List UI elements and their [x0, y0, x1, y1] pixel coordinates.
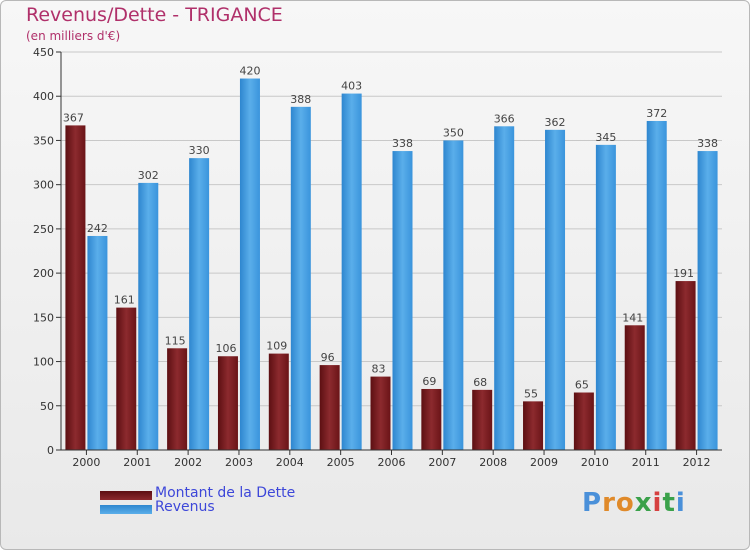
x-tick-label: 2006: [378, 456, 406, 469]
x-tick-label: 2011: [632, 456, 660, 469]
data-label-debt: 96: [321, 351, 335, 364]
bar-revenue: [595, 144, 616, 450]
data-label-debt: 83: [372, 363, 386, 376]
data-label-revenue: 372: [646, 107, 667, 120]
bar-debt: [523, 401, 544, 450]
axes: [56, 51, 722, 455]
x-tick-label: 2004: [276, 456, 304, 469]
bar-debt: [268, 353, 289, 450]
legend-label-revenue: Revenus: [155, 499, 215, 515]
chart-title: Revenus/Dette - TRIGANCE: [26, 4, 283, 26]
x-tick-label: 2012: [683, 456, 711, 469]
y-tick-label: 100: [33, 356, 54, 369]
data-label-debt: 191: [673, 267, 694, 280]
data-label-debt: 55: [524, 387, 538, 400]
logo-letter: o: [615, 488, 635, 518]
legend-label-debt: Montant de la Dette: [155, 485, 296, 501]
data-label-debt: 367: [63, 111, 84, 124]
y-tick-label: 300: [33, 179, 54, 192]
y-tick-label: 400: [33, 90, 54, 103]
bar-debt: [421, 388, 442, 450]
bar-debt: [675, 281, 696, 450]
bar-revenue: [443, 140, 464, 450]
logo-letter: P: [582, 488, 603, 518]
bar-debt: [370, 376, 391, 450]
bar-revenue: [545, 129, 566, 450]
y-tick-label: 350: [33, 134, 54, 147]
bar-debt: [116, 307, 137, 450]
bar-debt: [319, 365, 340, 450]
bar-revenue: [189, 158, 210, 450]
data-label-debt: 106: [215, 342, 236, 355]
bar-revenue: [87, 235, 108, 450]
data-label-revenue: 420: [239, 65, 260, 78]
data-label-revenue: 366: [494, 112, 515, 125]
x-tick-label: 2007: [428, 456, 456, 469]
bar-debt: [217, 356, 238, 450]
data-label-revenue: 388: [290, 93, 311, 106]
y-tick-label: 150: [33, 311, 54, 324]
data-label-revenue: 345: [595, 131, 616, 144]
legend-swatch-revenue: [100, 505, 152, 514]
bars: [65, 78, 718, 451]
bar-revenue: [239, 78, 260, 451]
bar-revenue: [290, 106, 311, 450]
data-label-debt: 109: [266, 340, 287, 353]
x-tick-label: 2010: [581, 456, 609, 469]
x-tick-label: 2009: [530, 456, 558, 469]
data-label-revenue: 403: [341, 80, 362, 93]
bar-debt: [472, 389, 493, 450]
data-label-debt: 69: [422, 375, 436, 388]
data-label-revenue: 338: [697, 137, 718, 150]
bar-revenue: [697, 151, 718, 450]
bar-debt: [624, 325, 645, 450]
x-tick-label: 2005: [327, 456, 355, 469]
data-label-debt: 65: [575, 379, 589, 392]
data-label-revenue: 338: [392, 137, 413, 150]
logo-letter: r: [602, 488, 616, 518]
proxiti-logo: Proxiti: [582, 488, 686, 518]
y-tick-label: 250: [33, 223, 54, 236]
y-tick-label: 0: [47, 444, 54, 457]
y-tick-label: 200: [33, 267, 54, 280]
data-label-debt: 161: [114, 294, 135, 307]
bar-revenue: [138, 182, 159, 451]
bar-revenue: [341, 93, 362, 451]
x-tick-label: 2000: [72, 456, 100, 469]
x-tick-label: 2002: [174, 456, 202, 469]
x-tick-label: 2008: [479, 456, 507, 469]
logo-letter: x: [634, 488, 653, 518]
x-tick-label: 2001: [123, 456, 151, 469]
data-label-debt: 141: [622, 311, 643, 324]
bar-debt: [167, 348, 188, 450]
legend-swatch-debt: [100, 491, 152, 500]
data-label-revenue: 330: [189, 144, 210, 157]
y-tick-label: 450: [33, 46, 54, 59]
grid-lines: [61, 51, 722, 451]
labels: 0 50 100 150 200 250 300 350 400 450 2000 367 242 200…: [33, 46, 718, 469]
logo-letter: t: [662, 488, 676, 518]
x-tick-label: 2003: [225, 456, 253, 469]
data-label-debt: 115: [165, 334, 186, 347]
data-label-revenue: 302: [138, 169, 159, 182]
y-tick-label: 50: [40, 400, 54, 413]
bar-debt: [573, 392, 594, 450]
data-label-revenue: 350: [443, 126, 464, 139]
bar-revenue: [646, 120, 667, 450]
bar-revenue: [494, 126, 515, 450]
bar-revenue: [392, 151, 413, 450]
logo-letter: i: [675, 488, 686, 518]
data-label-debt: 68: [473, 376, 487, 389]
logo-letter: i: [652, 488, 663, 518]
data-label-revenue: 242: [87, 222, 108, 235]
data-label-revenue: 362: [545, 116, 566, 129]
chart-subtitle: (en milliers d'€): [26, 29, 121, 43]
bar-debt: [65, 125, 86, 451]
